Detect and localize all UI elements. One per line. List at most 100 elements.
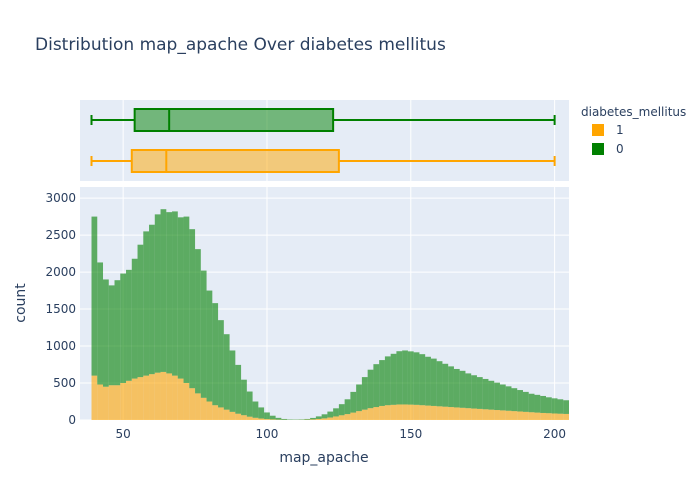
bar-series-1 (419, 405, 426, 420)
bar-series-0 (471, 375, 477, 409)
bar-series-0 (453, 368, 460, 408)
bar-series-1 (499, 410, 506, 420)
bar-series-1 (505, 410, 512, 420)
bar-series-0 (91, 216, 98, 376)
y-tick-label: 500 (53, 376, 76, 390)
y-tick-label: 1000 (45, 339, 76, 353)
bar-series-0 (563, 400, 569, 414)
bar-series-1 (166, 373, 173, 420)
bar-series-0 (154, 214, 161, 373)
bar-series-0 (379, 360, 385, 406)
bar-series-0 (108, 285, 115, 386)
bar-series-1 (522, 411, 529, 420)
bar-series-1 (361, 409, 368, 420)
bar-series-1 (367, 408, 374, 420)
bar-series-0 (143, 231, 150, 376)
bar-series-0 (499, 384, 506, 411)
bar-series-0 (545, 397, 552, 414)
bar-series-0 (315, 416, 322, 419)
bar-series-1 (235, 413, 242, 420)
bar-series-1 (137, 377, 144, 420)
bar-series-0 (436, 361, 443, 407)
bar-series-1 (396, 404, 403, 420)
bar-series-1 (126, 380, 132, 420)
bar-series-1 (459, 407, 466, 420)
bar-series-0 (390, 353, 397, 405)
bar-series-0 (459, 370, 466, 408)
y-tick-label: 3000 (45, 191, 76, 205)
bar-series-0 (195, 249, 201, 394)
bar-series-0 (281, 418, 288, 420)
bar-series-1 (356, 411, 362, 420)
bar-series-0 (223, 334, 230, 410)
bar-series-0 (177, 217, 184, 379)
bar-series-1 (258, 418, 265, 420)
bar-series-0 (465, 373, 472, 409)
legend-label: 0 (616, 142, 624, 156)
bar-series-1 (97, 384, 104, 420)
legend-title: diabetes_mellitus (581, 105, 686, 119)
legend-item-0[interactable]: 0 (592, 142, 624, 156)
bar-series-0 (522, 391, 529, 412)
legend-item-1[interactable]: 1 (592, 123, 624, 137)
bar-series-1 (189, 388, 196, 420)
boxplots (90, 108, 556, 173)
bar-series-1 (321, 418, 328, 420)
bar-series-0 (206, 290, 213, 402)
bar-series-1 (120, 383, 127, 420)
bar-series-1 (315, 418, 322, 420)
y-axis-title: count (13, 283, 29, 323)
bar-series-0 (252, 401, 259, 418)
bar-series-1 (333, 416, 339, 420)
bar-series-0 (534, 394, 541, 413)
bar-series-1 (540, 412, 546, 420)
bar-series-1 (160, 371, 167, 420)
x-tick-label: 150 (399, 427, 422, 441)
y-tick-label: 0 (68, 413, 76, 427)
bar-series-1 (103, 386, 109, 420)
boxplot-0 (90, 108, 556, 132)
bar-series-1 (154, 372, 161, 420)
bar-series-0 (350, 391, 357, 413)
bar-series-0 (235, 364, 242, 414)
bar-series-0 (172, 211, 178, 376)
bar-series-0 (338, 404, 345, 416)
bar-series-1 (384, 405, 391, 420)
bar-series-0 (189, 229, 196, 389)
bar-series-1 (402, 404, 408, 420)
x-axis-ticks: 50 100 150 200 (116, 427, 567, 441)
bar-series-1 (218, 407, 224, 420)
bar-series-0 (275, 417, 282, 420)
x-tick-label: 200 (543, 427, 566, 441)
bar-series-0 (264, 412, 270, 420)
bar-series-1 (442, 406, 449, 420)
bar-series-0 (149, 224, 155, 375)
bar-series-1 (91, 375, 98, 420)
bar-series-0 (103, 279, 109, 387)
bar-series-1 (241, 415, 247, 420)
bar-series-1 (310, 419, 316, 420)
bar-series-1 (149, 374, 155, 420)
y-tick-label: 2500 (45, 228, 76, 242)
legend-swatch (592, 124, 604, 136)
bar-series-1 (528, 412, 535, 420)
bar-series-1 (471, 408, 477, 420)
bar-series-0 (557, 399, 564, 414)
bar-series-0 (476, 377, 483, 409)
box-iqr (130, 149, 340, 173)
bar-series-1 (264, 419, 270, 420)
bar-series-1 (212, 405, 219, 420)
bar-series-1 (350, 412, 357, 420)
bar-series-0 (269, 415, 276, 420)
bar-series-1 (108, 385, 115, 420)
bar-series-1 (327, 417, 334, 420)
bar-series-1 (200, 397, 207, 420)
bar-series-1 (269, 419, 276, 420)
x-tick-label: 50 (116, 427, 131, 441)
bar-series-0 (160, 209, 167, 372)
legend[interactable]: diabetes_mellitus 1 0 (581, 105, 686, 156)
bar-series-0 (114, 280, 121, 386)
bar-series-1 (143, 375, 150, 420)
bar-series-0 (131, 258, 138, 379)
